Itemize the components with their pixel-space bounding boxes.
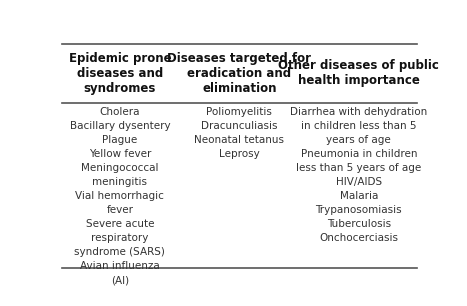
Text: Other diseases of public
health importance: Other diseases of public health importan…: [278, 59, 439, 87]
Text: Cholera
Bacillary dysentery
Plague
Yellow fever
Meningococcal
meningitis
Vial he: Cholera Bacillary dysentery Plague Yello…: [70, 107, 170, 285]
Text: Poliomyelitis
Dracunculiasis
Neonatal tetanus
Leprosy: Poliomyelitis Dracunculiasis Neonatal te…: [194, 107, 284, 159]
Text: Diseases targeted for
eradication and
elimination: Diseases targeted for eradication and el…: [167, 52, 311, 95]
Text: Epidemic prone
diseases and
syndromes: Epidemic prone diseases and syndromes: [69, 52, 171, 95]
Text: Diarrhea with dehydration
in children less than 5
years of age
Pneumonia in chil: Diarrhea with dehydration in children le…: [290, 107, 427, 243]
